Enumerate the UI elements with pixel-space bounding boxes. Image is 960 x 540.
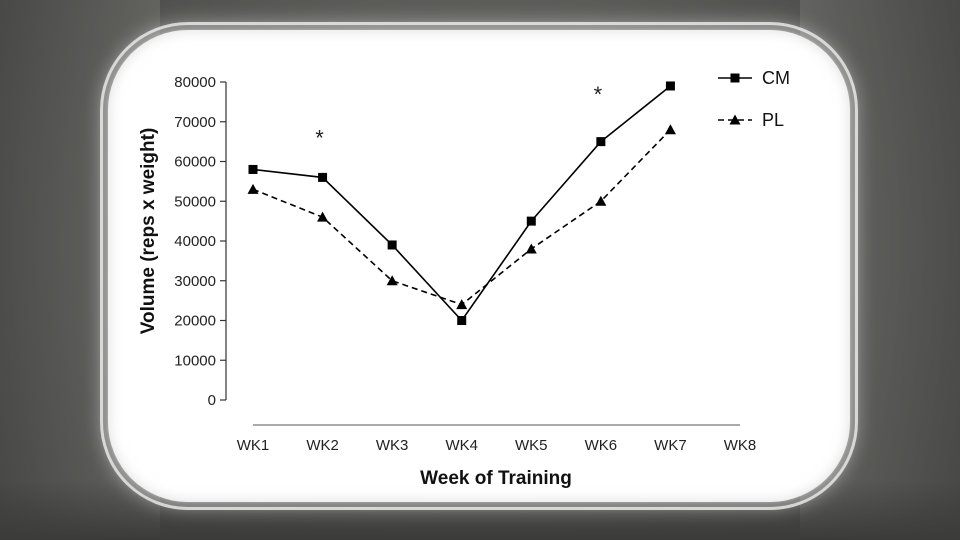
chart-card (108, 30, 850, 502)
data-point-pl (247, 183, 259, 194)
data-point-cm (596, 137, 606, 147)
y-tick-label: 30000 (174, 273, 216, 290)
y-tick-label: 10000 (174, 352, 216, 369)
x-axis: WK1 WK2 WK3 WK4 WK5 WK6 WK7 WK8 (237, 424, 757, 454)
legend: CM PL (718, 68, 790, 130)
x-tick-label: WK1 (237, 437, 270, 454)
data-point-pl (664, 124, 676, 135)
data-point-pl (386, 275, 398, 286)
y-tick-label: 70000 (174, 114, 216, 131)
data-point-cm (526, 216, 536, 226)
data-point-pl (456, 299, 468, 310)
legend-label-cm: CM (762, 68, 790, 88)
series-group (247, 81, 676, 325)
significance-marker: * (315, 126, 324, 151)
x-tick-label: WK2 (306, 437, 339, 454)
x-tick-label: WK7 (654, 437, 687, 454)
y-tick-label: 20000 (174, 313, 216, 330)
data-point-cm (248, 164, 258, 174)
x-tick-label: WK4 (445, 437, 478, 454)
card-frame (100, 22, 858, 510)
y-axis-title: Volume (reps x weight) (138, 128, 159, 335)
data-point-cm (387, 240, 397, 250)
x-tick-label: WK8 (724, 437, 757, 454)
data-point-cm (457, 316, 467, 325)
data-point-pl (595, 195, 607, 206)
y-tick-label: 80000 (174, 74, 216, 91)
series-line-pl (252, 129, 672, 306)
data-point-cm (318, 172, 328, 182)
y-tick-label: 0 (208, 392, 216, 409)
significance-marker: * (594, 82, 603, 107)
y-axis: 0 10000 20000 30000 40000 50000 60000 70000 8000… (174, 74, 227, 409)
data-point-pl (317, 211, 329, 222)
series-line-cm (252, 85, 671, 322)
data-point-pl (525, 243, 537, 254)
x-tick-label: WK6 (585, 437, 618, 454)
y-tick-label: 40000 (174, 233, 216, 250)
y-tick-label: 50000 (174, 193, 216, 210)
data-point-cm (665, 81, 675, 91)
x-tick-label: WK3 (376, 437, 409, 454)
legend-label-pl: PL (762, 110, 784, 130)
legend-marker-cm (730, 73, 740, 83)
x-tick-label: WK5 (515, 437, 548, 454)
annotations: ** (315, 82, 602, 151)
y-tick-label: 60000 (174, 154, 216, 171)
x-axis-title: Week of Training (420, 468, 572, 489)
legend-marker-pl (729, 114, 741, 125)
